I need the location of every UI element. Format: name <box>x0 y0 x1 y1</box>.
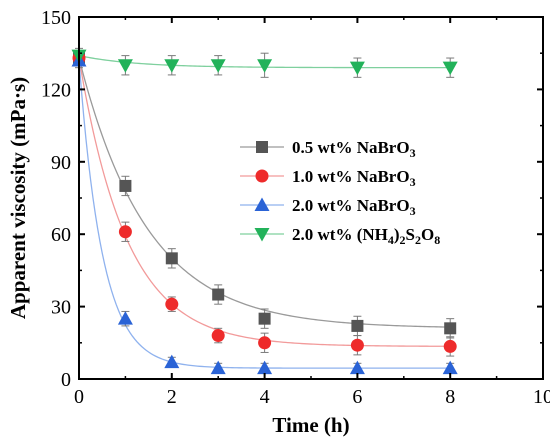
legend-marker <box>255 169 269 183</box>
data-point-s1 <box>118 225 132 239</box>
y-tick-label: 60 <box>51 224 71 246</box>
x-tick-label: 10 <box>533 386 550 408</box>
data-points <box>71 49 458 375</box>
legend-subscript: 8 <box>434 233 440 247</box>
x-tick-label: 8 <box>445 386 455 408</box>
data-point-s2 <box>117 311 133 325</box>
data-point-s0 <box>444 322 457 335</box>
legend-text-part: 2.0 wt% NaBrO <box>292 196 410 215</box>
legend-marker <box>256 141 268 153</box>
fit-curve-0 <box>78 57 451 328</box>
data-point-s3 <box>442 61 458 76</box>
data-point-s2 <box>164 354 180 369</box>
y-tick-label: 0 <box>61 369 71 391</box>
legend-subscript: 4 <box>388 233 394 247</box>
x-tick-label: 6 <box>352 386 362 408</box>
x-axis-title: Time (h) <box>272 413 349 437</box>
legend-label: 0.5 wt% NaBrO3 <box>292 138 416 160</box>
data-point-s2 <box>257 360 273 375</box>
legend-subscript: 3 <box>410 175 416 189</box>
y-tick-label: 150 <box>41 7 71 29</box>
data-point-s3 <box>257 59 273 73</box>
data-point-s2 <box>210 360 226 375</box>
data-point-s0 <box>212 288 225 301</box>
legend-text-part: 0.5 wt% NaBrO <box>292 138 410 157</box>
legend-marker <box>254 228 270 242</box>
y-axis-title: Apparent viscosity (mPa·s) <box>6 77 30 319</box>
legend-label: 1.0 wt% NaBrO3 <box>292 167 416 189</box>
data-point-s1 <box>443 339 457 353</box>
data-point-s3 <box>210 59 226 73</box>
legend-text-part: O <box>421 225 434 244</box>
y-tick-label: 90 <box>51 152 71 174</box>
legend-subscript: 2 <box>400 233 406 247</box>
data-point-s1 <box>165 297 179 311</box>
data-point-s2 <box>442 360 458 375</box>
legend-label: 2.0 wt% NaBrO3 <box>292 196 416 218</box>
data-point-s0 <box>258 312 271 325</box>
x-tick-label: 0 <box>74 386 84 408</box>
data-point-s0 <box>165 252 178 265</box>
data-point-s1 <box>350 338 364 352</box>
x-tick-label: 4 <box>260 386 270 408</box>
y-tick-label: 30 <box>51 297 71 319</box>
legend-text-part: ) <box>394 225 400 244</box>
legend-label: 2.0 wt% (NH4)2S2O8 <box>292 225 440 247</box>
x-tick-label: 2 <box>167 386 177 408</box>
data-point-s1 <box>211 329 225 343</box>
legend-subscript: 3 <box>410 204 416 218</box>
data-point-s0 <box>351 319 364 332</box>
legend-subscript: 2 <box>415 233 421 247</box>
legend-text-part: 1.0 wt% NaBrO <box>292 167 410 186</box>
data-point-s3 <box>117 59 133 73</box>
y-tick-label: 120 <box>41 79 71 101</box>
data-point-s1 <box>258 336 272 350</box>
data-point-s0 <box>119 179 132 192</box>
data-point-s2 <box>349 360 365 375</box>
data-point-s3 <box>164 59 180 73</box>
legend-text-part: 2.0 wt% (NH <box>292 225 388 244</box>
data-point-s3 <box>349 61 365 76</box>
legend-text-part: S <box>406 225 415 244</box>
legend-subscript: 3 <box>410 146 416 160</box>
legend-marker <box>254 197 270 211</box>
